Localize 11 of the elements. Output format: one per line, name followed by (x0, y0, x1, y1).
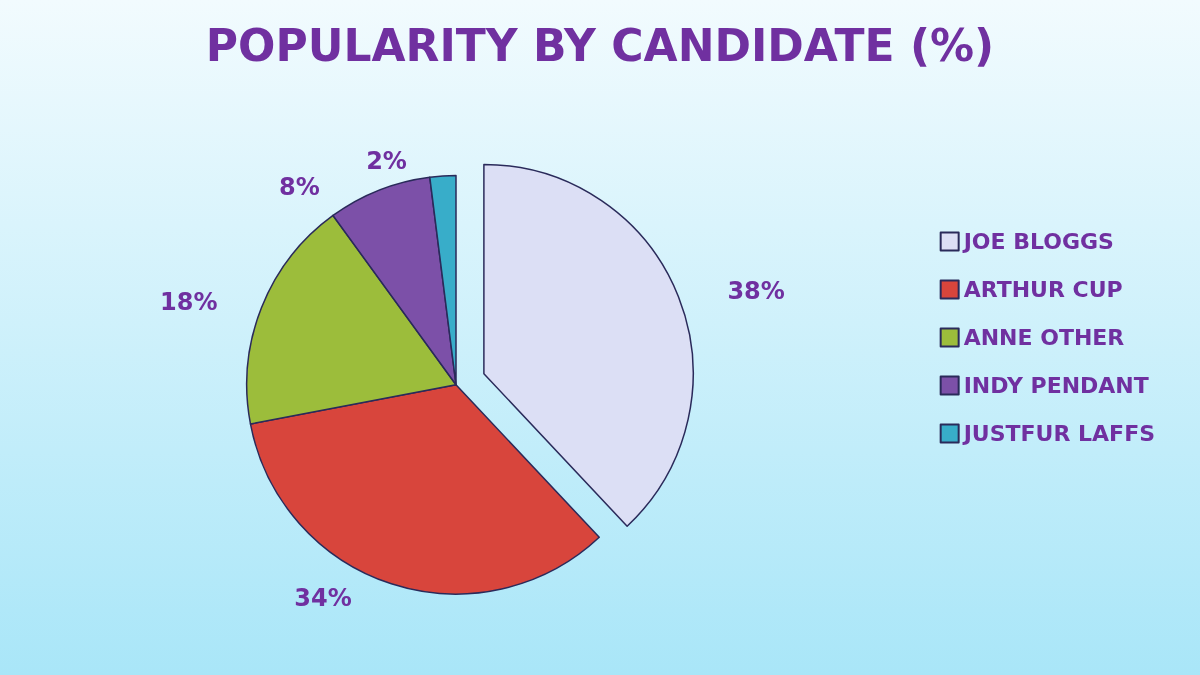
legend-label: ARTHUR CUP (963, 277, 1123, 302)
legend-label: INDY PENDANT (963, 373, 1149, 398)
data-label: 8% (279, 172, 320, 201)
data-label: 2% (366, 146, 407, 175)
legend-label: ANNE OTHER (963, 325, 1125, 350)
data-label: 34% (294, 584, 352, 613)
data-label: 18% (159, 288, 218, 317)
chart-title: POPULARITY BY CANDIDATE (%) (205, 19, 995, 71)
legend-label: JUSTFUR LAFFS (961, 421, 1155, 446)
data-label: 38% (727, 277, 785, 306)
legend-label: JOE BLOGGS (961, 229, 1114, 254)
